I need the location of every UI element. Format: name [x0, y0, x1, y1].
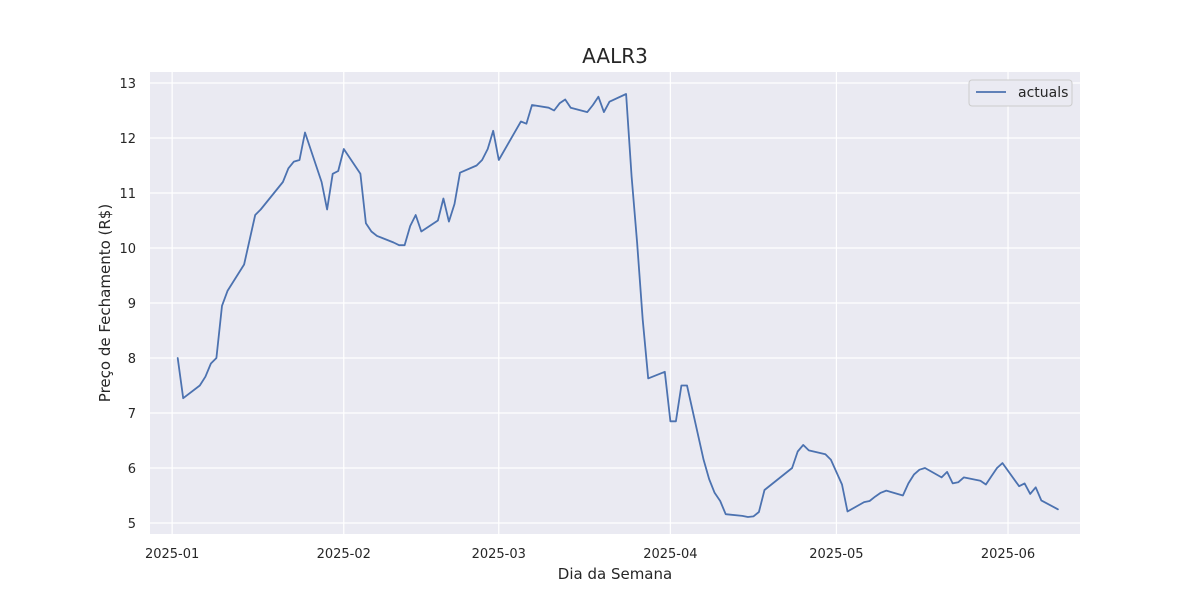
- x-axis-label: Dia da Semana: [558, 565, 672, 583]
- y-tick-label: 8: [128, 352, 136, 367]
- x-tick-label: 2025-04: [643, 547, 697, 562]
- chart-title: AALR3: [582, 44, 648, 68]
- y-tick-label: 12: [119, 132, 136, 147]
- legend-label-actuals: actuals: [1018, 85, 1068, 101]
- x-tick-label: 2025-03: [472, 547, 526, 562]
- y-tick-label: 11: [119, 187, 136, 202]
- x-tick-label: 2025-05: [809, 547, 863, 562]
- y-tick-label: 9: [128, 297, 136, 312]
- y-tick-label: 6: [128, 462, 136, 477]
- y-axis-label: Preço de Fechamento (R$): [96, 204, 114, 402]
- series-line-actuals: [176, 93, 1059, 518]
- y-tick-label: 13: [119, 77, 136, 92]
- y-tick-labels: 5 6 7 8 9 10 11 12 13: [119, 77, 136, 532]
- x-tick-label: 2025-01: [145, 547, 199, 562]
- y-tick-label: 10: [119, 242, 136, 257]
- legend: actuals: [968, 79, 1073, 107]
- x-tick-label: 2025-06: [981, 547, 1035, 562]
- x-tick-labels: 2025-01 2025-02 2025-03 2025-04 2025-05 2025-…: [145, 547, 1035, 562]
- y-tick-label: 7: [128, 407, 136, 422]
- y-gridlines: [150, 82, 1080, 524]
- y-tick-label: 5: [128, 517, 136, 532]
- x-tick-label: 2025-02: [317, 547, 371, 562]
- legend-box: [968, 79, 1073, 107]
